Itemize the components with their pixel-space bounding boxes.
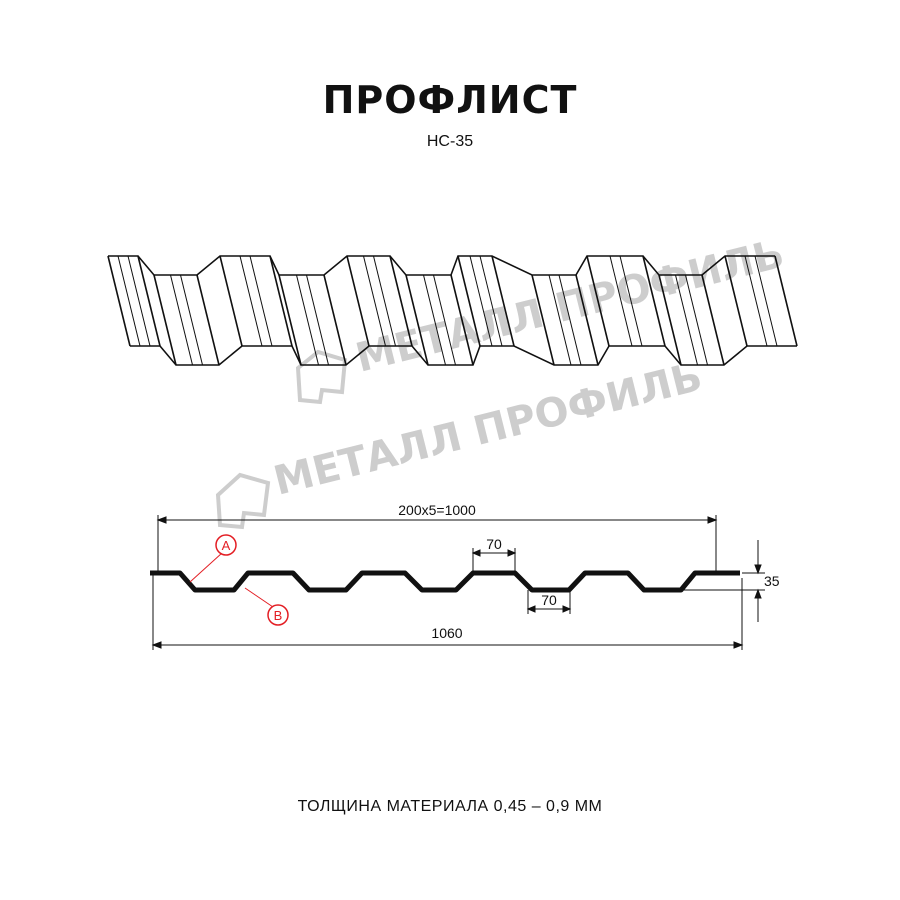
sheet-rib-line <box>170 274 193 366</box>
sheet-fold-line <box>389 255 413 347</box>
sheet-rib-line <box>619 255 643 347</box>
sheet-rib-line <box>675 274 698 366</box>
sheet-fold-line <box>658 274 682 366</box>
sheet-rib-line <box>239 255 263 347</box>
sheet-3d-view <box>107 255 798 366</box>
sheet-rib-line <box>180 274 203 366</box>
marker-b-label: B <box>274 608 283 623</box>
sheet-rib-line <box>433 274 456 366</box>
sheet-rib-line <box>479 255 503 347</box>
sheet-fold-line <box>491 255 515 347</box>
sheet-fold-line <box>642 255 666 347</box>
material-thickness: ТОЛЩИНА МАТЕРИАЛА 0,45 – 0,9 ММ <box>297 798 603 815</box>
sheet-rib-line <box>373 255 396 347</box>
marker-a-label: A <box>222 538 231 553</box>
watermark-text-2: МЕТАЛЛ ПРОФИЛЬ <box>269 354 706 505</box>
sheet-fold-line <box>586 255 610 347</box>
sheet-fold-line <box>269 255 293 347</box>
sheet-fold-line <box>405 274 429 366</box>
sheet-fold-line <box>346 255 370 347</box>
dim-total-width-label: 1060 <box>431 625 462 641</box>
sheet-rib-line <box>469 255 493 347</box>
sheet-rib-line <box>558 274 582 366</box>
sheet-rib-line <box>363 255 386 347</box>
sheet-rib-line <box>306 274 329 366</box>
model-name: НС-35 <box>426 133 474 150</box>
sheet-fold-line <box>457 255 481 347</box>
dim-bottom-flat-label: 70 <box>541 592 557 608</box>
sheet-rib-line <box>296 274 319 366</box>
sheet-fold-line <box>137 255 161 347</box>
sheet-rib-line <box>685 274 708 366</box>
sheet-rib-line <box>117 255 141 347</box>
marker-a: A <box>189 534 237 583</box>
dim-pitch-label: 200x5=1000 <box>398 502 476 518</box>
sheet-rib-line <box>754 255 778 347</box>
dim-top-flat-label: 70 <box>486 536 502 552</box>
sheet-fold-line <box>153 274 177 366</box>
sheet-fold-line <box>531 274 555 366</box>
profile-section <box>150 570 740 593</box>
sheet-rib-line <box>609 255 633 347</box>
dimensions <box>151 515 765 650</box>
sheet-fold-line <box>774 255 798 347</box>
cross-section <box>150 570 740 593</box>
sheet-bottom-edge <box>130 345 797 366</box>
sheet-fold-line <box>450 274 474 366</box>
sheet-rib-line <box>249 255 273 347</box>
sheet-fold-line <box>196 274 220 366</box>
sheet-rib-line <box>548 274 572 366</box>
sheet-top-edge <box>108 255 775 276</box>
sheet-rib-line <box>127 255 151 347</box>
sheet-fold-line <box>701 274 725 366</box>
sheet-fold-line <box>575 274 599 366</box>
marker-b: B <box>244 587 289 626</box>
sheet-rib-line <box>744 255 768 347</box>
page-title: ПРОФЛИСТ <box>322 78 578 122</box>
sheet-fold-line <box>724 255 748 347</box>
sheet-rib-line <box>423 274 446 366</box>
sheet-fold-line <box>219 255 243 347</box>
sheet-fold-line <box>278 274 302 366</box>
dim-height-label: 35 <box>764 573 780 589</box>
sheet-fold-line <box>323 274 347 366</box>
sheet-fold-line <box>107 255 131 347</box>
